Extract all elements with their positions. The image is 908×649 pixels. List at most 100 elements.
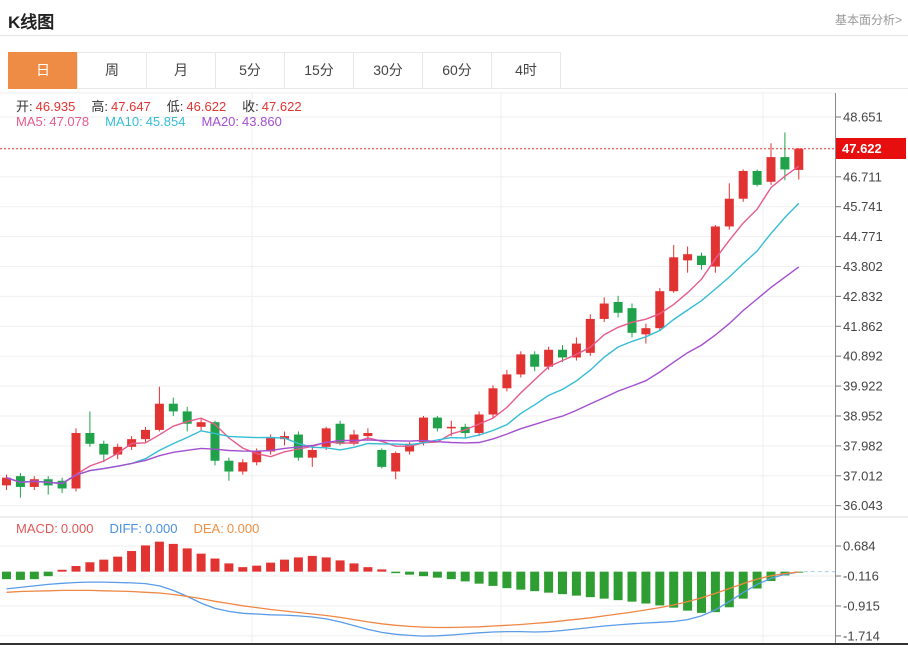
candle-body: [599, 303, 609, 319]
candle-body: [293, 434, 303, 458]
candle-body: [683, 254, 693, 261]
macd-bar: [266, 562, 276, 572]
period-tab-30min[interactable]: 30分: [353, 52, 423, 89]
period-tab-day[interactable]: 日: [8, 52, 78, 89]
candle-body: [530, 354, 540, 367]
candle-body: [391, 453, 401, 472]
price-axis-label: 41.862: [843, 319, 883, 334]
ma20-line: [6, 266, 800, 485]
macd-bar: [599, 571, 609, 599]
candle-body: [766, 157, 776, 182]
ma5-readout: MA5: 47.078: [16, 114, 90, 129]
candle-body: [432, 417, 442, 429]
macd-bar: [71, 566, 81, 572]
macd-bar: [377, 569, 387, 572]
macd-bar: [85, 562, 95, 572]
candle-body: [238, 462, 248, 472]
macd-bar: [57, 569, 67, 572]
macd-bar: [307, 555, 317, 572]
macd-bar: [210, 558, 220, 572]
period-tab-month[interactable]: 月: [146, 52, 216, 89]
macd-bar: [238, 567, 248, 572]
fundamental-analysis-link[interactable]: 基本面分析>: [834, 13, 902, 27]
macd-bar: [349, 563, 359, 572]
candle-body: [154, 403, 164, 430]
macd-bar: [15, 571, 25, 580]
macd-bar: [752, 571, 762, 589]
ma10-line: [6, 202, 800, 485]
macd-axis-label: -1.714: [843, 628, 880, 643]
macd-bar: [641, 571, 651, 604]
candle-body: [502, 374, 512, 389]
macd-bar: [488, 571, 498, 586]
macd-bar: [363, 567, 373, 572]
candle-body: [710, 226, 720, 267]
macd-bar: [280, 559, 289, 572]
candle-body: [266, 437, 276, 452]
candle-body: [558, 349, 567, 358]
macd-bar: [724, 571, 734, 608]
candle-body: [571, 343, 581, 358]
macd-bar: [419, 571, 428, 577]
candle-body: [613, 301, 623, 313]
macd-bar: [43, 571, 53, 577]
candle-body: [182, 411, 192, 424]
macd-bar: [460, 571, 470, 582]
dea-line: [6, 571, 799, 629]
macd-bar: [224, 563, 234, 572]
candle-body: [29, 479, 39, 487]
macd-bar: [127, 551, 137, 572]
period-tab-15min[interactable]: 15分: [284, 52, 354, 89]
kline-chart[interactable]: 48.651 46.711 45.741 44.771 43.802 42.832 41.8…: [0, 91, 908, 649]
macd-bar: [2, 571, 11, 580]
macd-bar: [154, 541, 164, 572]
price-axis-label: 42.832: [843, 289, 883, 304]
current-price-label: 47.622: [836, 138, 906, 159]
candle-body: [446, 426, 456, 429]
macd-value-readout: MACD: 0.000: [16, 521, 94, 536]
candle-body: [419, 417, 428, 443]
macd-bar: [669, 571, 679, 608]
candle-body: [752, 170, 762, 185]
header-divider: [0, 35, 908, 36]
price-axis-label: 38.952: [843, 408, 883, 423]
period-tab-4hour[interactable]: 4时: [491, 52, 561, 89]
candle-body: [99, 443, 109, 455]
macd-bar: [141, 545, 150, 572]
macd-bar: [683, 571, 693, 611]
price-axis-label: 39.922: [843, 379, 883, 394]
high-readout: 高: 47.647: [91, 99, 151, 114]
price-axis-label: 46.711: [843, 169, 882, 184]
macd-bar: [516, 571, 526, 590]
price-axis-label: 48.651: [843, 110, 883, 125]
period-tab-60min[interactable]: 60分: [422, 52, 492, 89]
macd-axis-label: -0.915: [843, 598, 880, 613]
macd-bar: [252, 565, 262, 572]
candle-body: [738, 170, 748, 199]
macd-axis-label: -0.116: [843, 569, 879, 584]
candle-body: [141, 429, 150, 440]
candle-body: [168, 403, 178, 412]
candle-body: [363, 432, 373, 437]
macd-bar: [738, 571, 748, 599]
ma20-readout: MA20: 43.860: [201, 114, 282, 129]
candle-body: [2, 477, 11, 486]
macd-bar: [502, 571, 512, 589]
macd-axis-label: 0.684: [843, 539, 876, 554]
macd-bar: [168, 543, 178, 572]
macd-bar: [335, 560, 345, 572]
candle-body: [113, 446, 123, 455]
period-tab-5min[interactable]: 5分: [215, 52, 285, 89]
ma-readout: MA5: 47.078 MA10: 45.854 MA20: 43.860: [16, 114, 298, 129]
macd-bar: [196, 553, 206, 572]
macd-bar: [113, 556, 123, 572]
macd-bar: [321, 557, 331, 572]
macd-bar: [530, 571, 540, 592]
price-axis-label: 44.771: [843, 229, 883, 244]
candle-body: [210, 422, 220, 461]
macd-bar: [99, 559, 109, 572]
candle-body: [780, 157, 790, 170]
candle-body: [224, 460, 234, 472]
period-tab-week[interactable]: 周: [77, 52, 147, 89]
